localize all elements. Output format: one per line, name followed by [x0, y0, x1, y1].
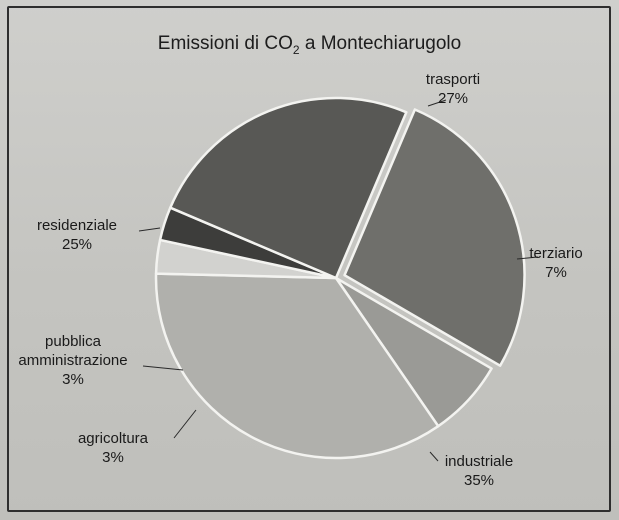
leader-line-industriale	[429, 451, 439, 462]
chart-title-subscript: 2	[292, 42, 300, 57]
slice-label-agricoltura: agricoltura	[78, 430, 149, 447]
slice-pct-residenziale: 25%	[62, 236, 92, 253]
slice-label-trasporti: trasporti	[426, 71, 480, 88]
slice-pct-agricoltura: 3%	[102, 449, 124, 466]
pie-slice-residenziale	[169, 96, 408, 280]
chart-title: Emissioni di CO2 a Montechiarugolo	[0, 33, 619, 57]
slice-label-pubblica-amministrazione: amministrazione	[18, 352, 127, 369]
slice-pct-pubblica-amministrazione: 3%	[62, 371, 84, 388]
slice-label-residenziale: residenziale	[37, 217, 117, 234]
slice-pct-industriale: 35%	[464, 472, 494, 489]
chart-title-suffix: a Montechiarugolo	[299, 33, 462, 54]
pie-slice-trasporti	[343, 108, 526, 367]
leader-line-terziario	[516, 256, 539, 260]
chart-title-main: Emissioni di CO	[157, 33, 293, 54]
chart-frame	[7, 6, 611, 512]
slice-pct-trasporti: 27%	[438, 90, 468, 107]
slice-label-pubblica-amministrazione: pubblica	[45, 333, 102, 350]
slice-label-industriale: industriale	[445, 453, 513, 470]
leader-line-trasporti	[427, 99, 447, 107]
leader-line-pubblica-amministrazione	[142, 365, 184, 371]
slice-pct-terziario: 7%	[545, 264, 567, 281]
leader-line-agricoltura	[173, 409, 197, 439]
slice-label-terziario: terziario	[529, 245, 582, 262]
leader-line-residenziale	[138, 227, 161, 232]
pie-slice-industriale	[154, 272, 440, 460]
